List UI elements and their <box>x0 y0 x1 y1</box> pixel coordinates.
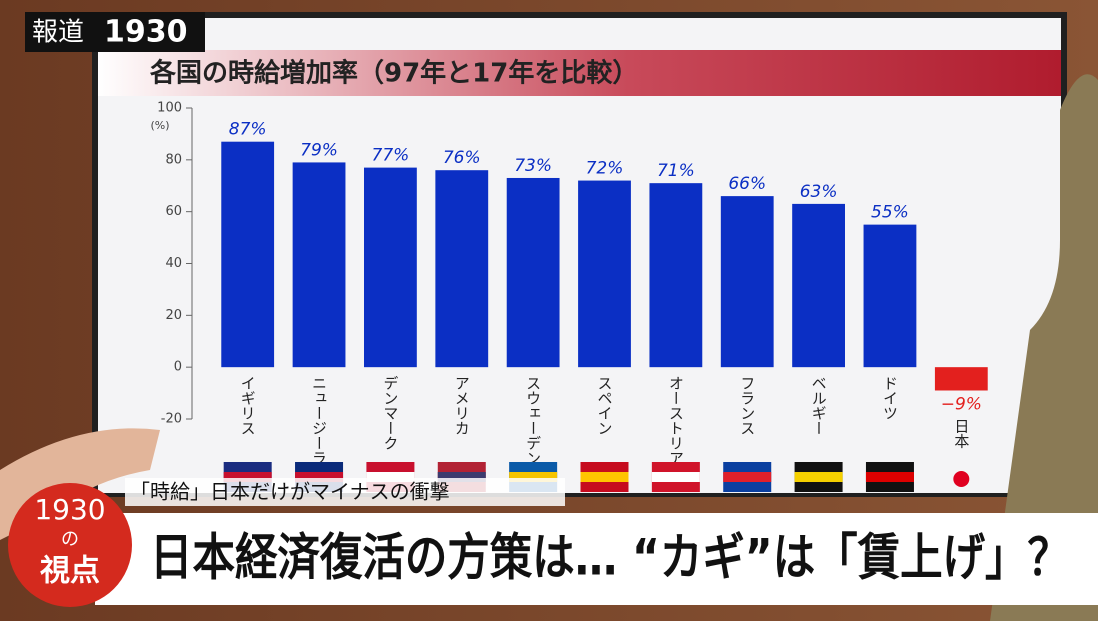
y-tick-label: -20 <box>161 412 182 427</box>
logo-time: 1930 <box>104 15 188 50</box>
x-tick-label: イギリス <box>239 375 257 435</box>
flag-stripe <box>580 472 629 482</box>
x-tick-label: デンマーク <box>381 375 399 450</box>
value-label: 66% <box>728 174 766 194</box>
value-label: 63% <box>800 182 838 202</box>
x-tick-label: スウェーデン <box>524 375 542 465</box>
flag-stripe <box>723 472 772 482</box>
flag-stripe <box>865 472 914 482</box>
value-label: 77% <box>372 146 410 166</box>
y-unit-label: (%) <box>150 119 169 132</box>
title-band <box>98 50 1061 96</box>
bar <box>649 183 703 368</box>
flag-stripe <box>366 472 415 482</box>
x-tick-label: 日本 <box>952 418 970 448</box>
bar <box>578 180 631 368</box>
y-tick-label: 0 <box>174 360 182 375</box>
flag-stripe <box>437 472 486 482</box>
caption-box <box>125 478 565 506</box>
x-tick-label: フランス <box>738 375 756 435</box>
badge-particle: の <box>61 529 79 550</box>
x-tick-label: アメリカ <box>453 375 471 435</box>
caption: 「時給」日本だけがマイナスの衝撃 <box>130 480 450 504</box>
y-tick-label: 40 <box>165 256 182 271</box>
chart-title: 各国の時給増加率（97年と17年を比較） <box>149 58 638 89</box>
x-tick-label: スペイン <box>596 375 614 435</box>
flag-stripe <box>223 472 272 482</box>
flag-stripe <box>509 472 558 482</box>
value-label: −9% <box>941 394 982 414</box>
value-label: 87% <box>229 120 267 140</box>
value-label: 71% <box>657 161 695 181</box>
bar <box>221 141 275 368</box>
flag-dot <box>953 471 970 487</box>
bar <box>934 367 988 391</box>
value-label: 72% <box>586 159 624 179</box>
value-label: 76% <box>443 148 481 168</box>
y-tick-label: 20 <box>165 308 182 323</box>
flag-stripe <box>794 472 843 482</box>
value-label: 73% <box>514 156 552 176</box>
flag-stripe <box>295 472 344 482</box>
plot-area: -2002040608010087%イギリス79%ニュージーランド77%デンマー… <box>157 101 988 495</box>
value-label: 79% <box>300 140 338 160</box>
logo-name: 報道 <box>32 18 84 48</box>
badge-time: 1930 <box>34 493 105 526</box>
badge-circle <box>8 483 132 607</box>
bar <box>863 224 917 368</box>
bar <box>720 196 774 368</box>
logo-box <box>25 12 205 52</box>
bar <box>506 177 560 368</box>
y-tick-label: 100 <box>157 101 182 116</box>
flag-stripe <box>651 472 700 482</box>
guest-silhouette <box>990 74 1098 621</box>
badge-word: 視点 <box>40 554 100 589</box>
x-tick-label: ベルギー <box>810 375 828 435</box>
bar <box>792 203 845 368</box>
headline: 日本経済復活の方策は… “カギ”は「賃上げ」？ <box>150 529 1070 587</box>
bar <box>364 167 417 368</box>
headline-band <box>95 513 1098 605</box>
y-tick-label: 60 <box>165 204 182 219</box>
bar <box>435 170 489 368</box>
x-tick-label: ドイツ <box>881 375 899 420</box>
y-tick-label: 80 <box>165 152 182 167</box>
bar <box>292 162 346 368</box>
value-label: 55% <box>871 203 909 223</box>
x-tick-label: オーストリア <box>667 375 685 465</box>
